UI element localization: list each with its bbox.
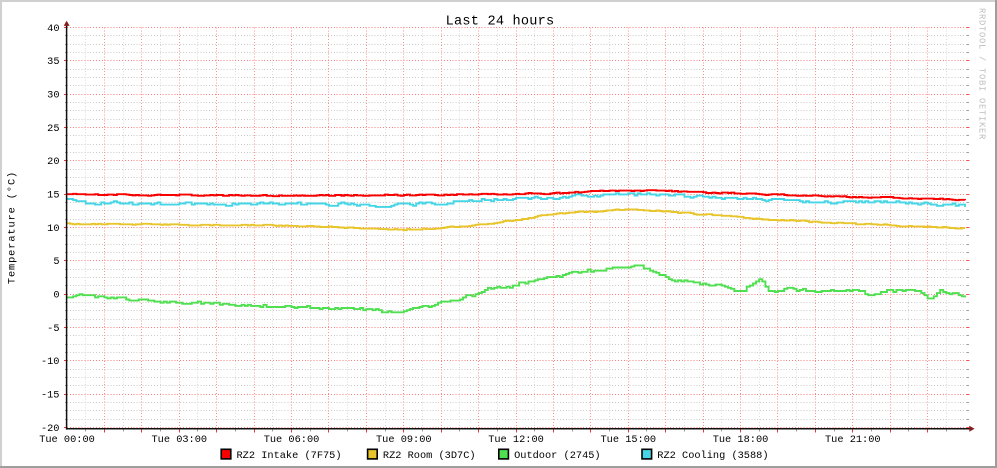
svg-text:RZ2 Room (3D7C): RZ2 Room (3D7C)	[383, 450, 476, 462]
svg-text:30: 30	[47, 90, 59, 102]
svg-text:-20: -20	[41, 423, 60, 435]
svg-text:Tue 18:00: Tue 18:00	[713, 434, 769, 446]
svg-text:Tue 12:00: Tue 12:00	[488, 434, 544, 446]
svg-text:Tue 00:00: Tue 00:00	[39, 434, 95, 446]
svg-text:Tue 06:00: Tue 06:00	[264, 434, 320, 446]
svg-text:15: 15	[47, 190, 59, 202]
svg-text:-5: -5	[47, 323, 59, 335]
svg-text:-15: -15	[41, 390, 60, 402]
svg-text:Last 24 hours: Last 24 hours	[446, 15, 555, 30]
svg-text:25: 25	[47, 123, 59, 135]
svg-text:20: 20	[47, 156, 59, 168]
svg-text:0: 0	[53, 290, 59, 302]
svg-text:Tue 03:00: Tue 03:00	[151, 434, 207, 446]
svg-text:RRDTOOL / TOBI OETIKER: RRDTOOL / TOBI OETIKER	[976, 8, 986, 140]
svg-text:Outdoor (2745): Outdoor (2745)	[514, 450, 601, 462]
svg-text:RZ2 Cooling (3588): RZ2 Cooling (3588)	[657, 450, 768, 462]
svg-text:5: 5	[53, 256, 59, 268]
svg-text:35: 35	[47, 56, 59, 68]
svg-text:10: 10	[47, 223, 59, 235]
svg-text:Tue 09:00: Tue 09:00	[376, 434, 432, 446]
svg-text:40: 40	[47, 23, 59, 35]
svg-text:RZ2 Intake (7F75): RZ2 Intake (7F75)	[237, 450, 342, 462]
svg-text:Tue 21:00: Tue 21:00	[825, 434, 881, 446]
svg-text:-10: -10	[41, 356, 60, 368]
svg-text:Temperature (°C): Temperature (°C)	[7, 171, 19, 284]
svg-text:Tue 15:00: Tue 15:00	[600, 434, 656, 446]
